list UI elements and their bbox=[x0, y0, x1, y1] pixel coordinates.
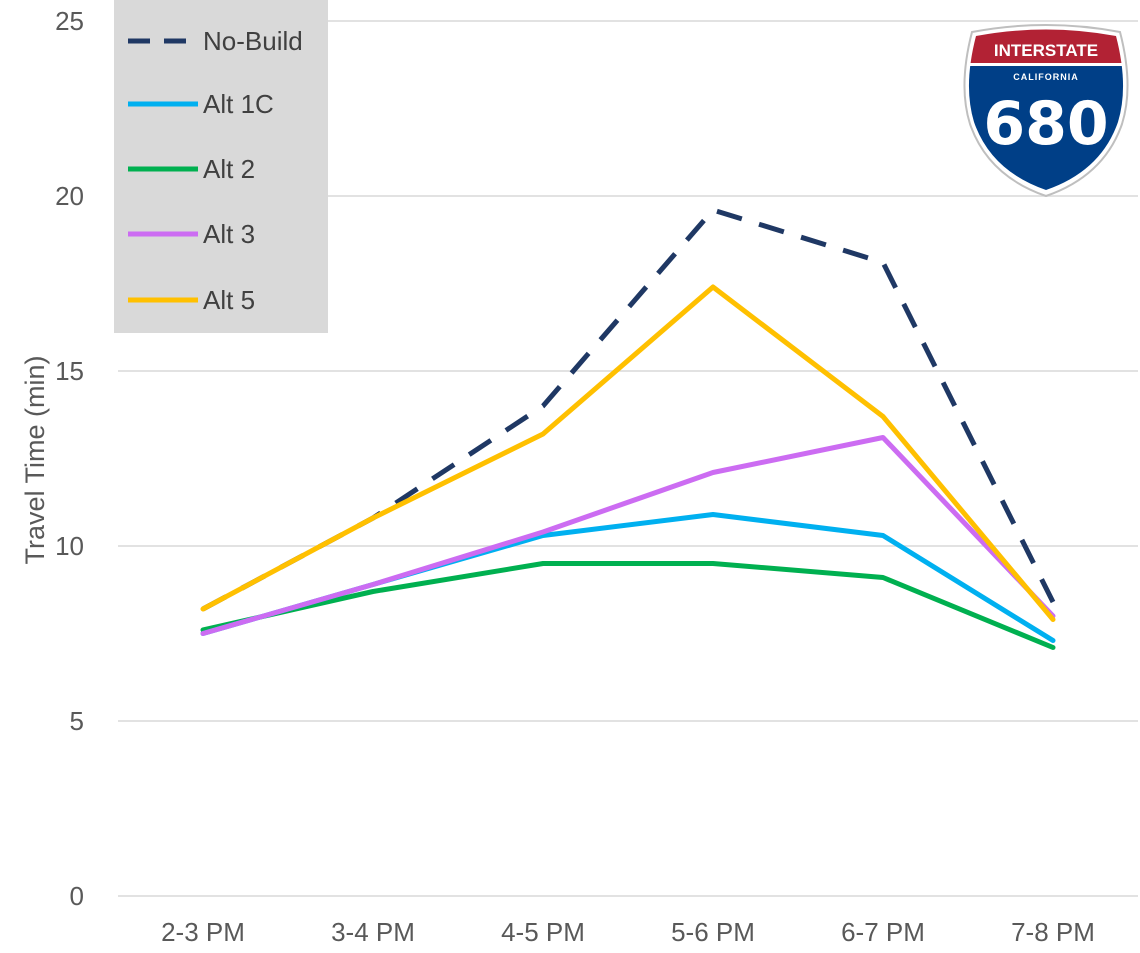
shield-state-text: CALIFORNIA bbox=[1013, 72, 1079, 82]
y-tick-label: 5 bbox=[70, 706, 84, 736]
x-tick-label: 7-8 PM bbox=[1011, 917, 1095, 947]
x-tick-label: 3-4 PM bbox=[331, 917, 415, 947]
series-lines bbox=[200, 207, 1056, 650]
y-tick-label: 25 bbox=[55, 6, 84, 36]
x-tick-label: 6-7 PM bbox=[841, 917, 925, 947]
legend-label: Alt 5 bbox=[203, 285, 255, 315]
legend-label: Alt 2 bbox=[203, 154, 255, 184]
x-tick-label: 4-5 PM bbox=[501, 917, 585, 947]
y-tick-label: 15 bbox=[55, 356, 84, 386]
interstate-680-shield-icon: INTERSTATE CALIFORNIA 680 bbox=[963, 24, 1129, 198]
legend-label: Alt 3 bbox=[203, 219, 255, 249]
shield-route-number: 680 bbox=[983, 89, 1108, 159]
shield-top-text: INTERSTATE bbox=[994, 41, 1098, 60]
series-line-alt-3 bbox=[200, 435, 1056, 636]
y-tick-label: 10 bbox=[55, 531, 84, 561]
y-tick-label: 20 bbox=[55, 181, 84, 211]
x-tick-label: 2-3 PM bbox=[161, 917, 245, 947]
y-axis-title: Travel Time (min) bbox=[20, 355, 50, 564]
x-axis-ticks: 2-3 PM 3-4 PM 4-5 PM 5-6 PM 6-7 PM 7-8 PM bbox=[161, 917, 1095, 947]
series-line-no-build bbox=[201, 207, 1056, 612]
legend-label: No-Build bbox=[203, 26, 303, 56]
legend-label: Alt 1C bbox=[203, 89, 274, 119]
series-line-alt-1c bbox=[200, 512, 1056, 643]
y-axis-ticks: 0 5 10 15 20 25 bbox=[55, 6, 84, 911]
series-line-alt-5 bbox=[200, 284, 1056, 622]
x-tick-label: 5-6 PM bbox=[671, 917, 755, 947]
y-tick-label: 0 bbox=[70, 881, 84, 911]
legend: No-Build Alt 1C Alt 2 Alt 3 Alt 5 bbox=[114, 0, 328, 333]
series-line-alt-2 bbox=[200, 561, 1056, 650]
